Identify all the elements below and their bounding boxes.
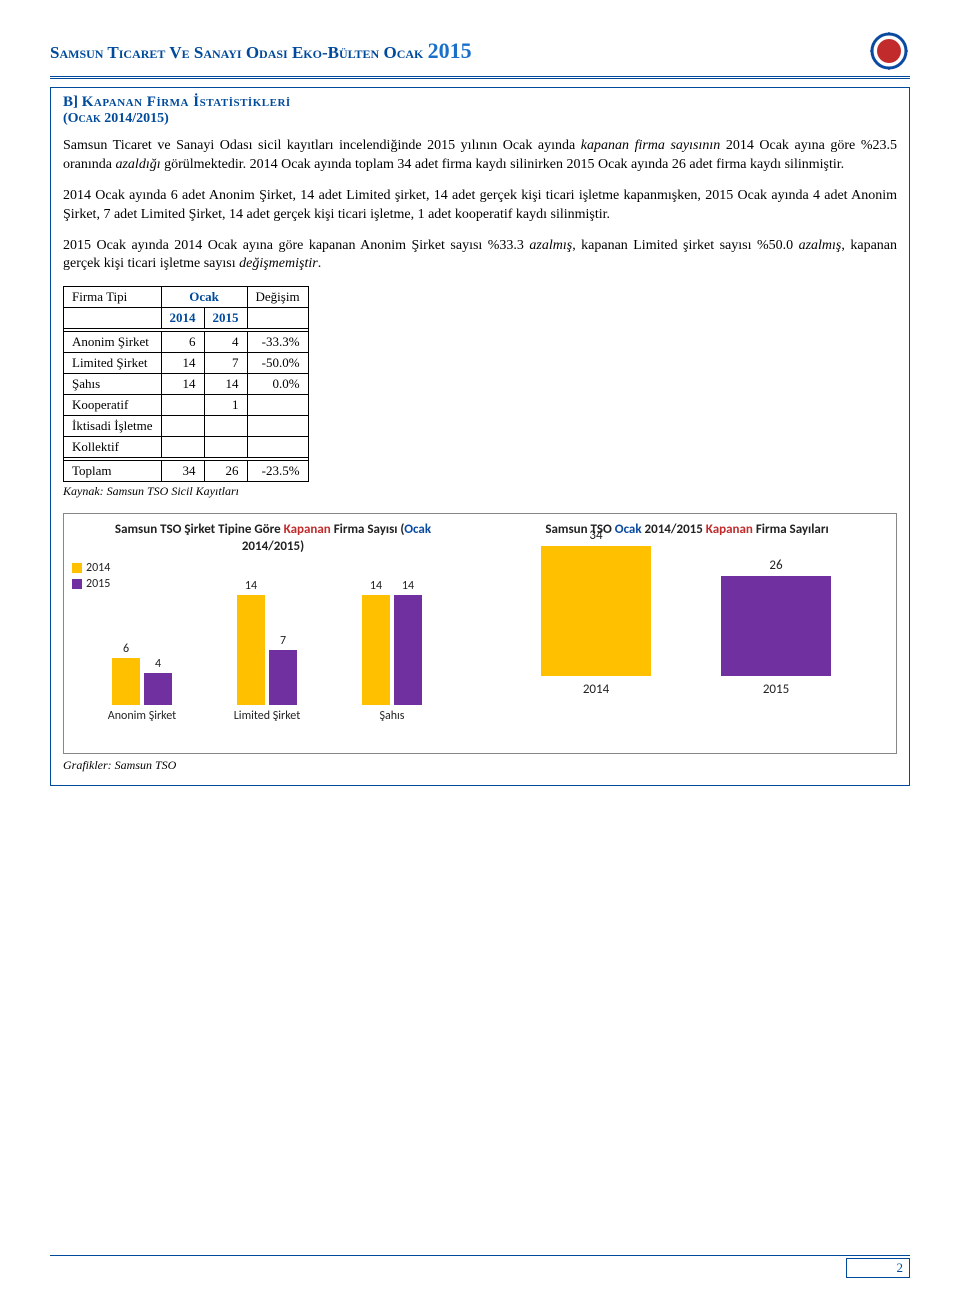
table-source: Kaynak: Samsun TSO Sicil Kayıtları [63, 484, 897, 499]
bar-value-label: 14 [237, 579, 265, 593]
header-title: Samsun Ticaret Ve Sanayi Odası Eko-Bülte… [50, 38, 472, 64]
paragraph-3: 2015 Ocak ayında 2014 Ocak ayına göre ka… [63, 237, 897, 275]
bar-category-label: 2015 [716, 682, 836, 697]
bar-value-label: 14 [394, 579, 422, 593]
bar-group: 64Anonim Şirket [102, 595, 182, 723]
section-heading: B] Kapanan Fi̇rma İstati̇sti̇kleri̇ [63, 94, 897, 111]
bar: 6 [112, 658, 140, 705]
bar-value-label: 7 [269, 634, 297, 648]
chart-grouped-bars: Samsun TSO Şirket Tipine Göre Kapanan Fi… [72, 522, 474, 745]
charts-frame: Samsun TSO Şirket Tipine Göre Kapanan Fi… [63, 513, 897, 754]
table-row: Kollektif [64, 437, 309, 458]
bar: 14 [362, 595, 390, 705]
section-title: Kapanan Fi̇rma İstati̇sti̇kleri̇ [82, 94, 291, 110]
footer-line [50, 1255, 910, 1256]
table-row: Kooperatif1 [64, 395, 309, 416]
bar: 26 [721, 576, 831, 675]
paragraph-2: 2014 Ocak ayında 6 adet Anonim Şirket, 1… [63, 187, 897, 225]
section-prefix: B] [63, 94, 82, 110]
chart-single-bars: Samsun TSO Ocak 2014/2015 Kapanan Firma … [486, 522, 888, 745]
bar: 7 [269, 650, 297, 705]
bar: 14 [237, 595, 265, 705]
bar-category-label: 2014 [536, 682, 656, 697]
bar-value-label: 34 [541, 528, 651, 543]
content-frame: B] Kapanan Fi̇rma İstati̇sti̇kleri̇ (Oca… [50, 87, 910, 786]
legend-swatch-2015 [72, 579, 82, 589]
header-bar: Samsun Ticaret Ve Sanayi Odası Eko-Bülte… [50, 30, 910, 79]
bar-wrap: 34 2014 [536, 546, 656, 697]
bar-value-label: 4 [144, 657, 172, 671]
bar-value-label: 14 [362, 579, 390, 593]
page-number: 2 [846, 1258, 910, 1278]
th-firma: Firma Tipi [64, 287, 162, 308]
bar-wrap: 26 2015 [716, 576, 836, 696]
charts-source: Grafikler: Samsun TSO [63, 758, 897, 773]
bar-category-label: Şahıs [352, 709, 432, 723]
table-row: Limited Şirket147-50.0% [64, 353, 309, 374]
bar-category-label: Limited Şirket [227, 709, 307, 723]
bar: 4 [144, 673, 172, 704]
table-row: Anonim Şirket64-33.3% [64, 332, 309, 353]
bar-group: 1414 Şahıs [352, 595, 432, 723]
th-degisim: Değişim [247, 287, 308, 308]
table-row: İktisadi İşletme [64, 416, 309, 437]
logo-icon [868, 30, 910, 72]
bar-category-label: Anonim Şirket [102, 709, 182, 723]
data-table: Firma Tipi Ocak Değişim 2014 2015 Anonim… [63, 286, 309, 482]
th-2014: 2014 [161, 308, 204, 329]
th-2015: 2015 [204, 308, 247, 329]
paragraph-1: Samsun Ticaret ve Sanayi Odası sicil kay… [63, 137, 897, 175]
table-row: Şahıs14140.0% [64, 374, 309, 395]
bar-value-label: 6 [112, 642, 140, 656]
legend-swatch-2014 [72, 563, 82, 573]
th-ocak: Ocak [161, 287, 247, 308]
chart1-title: Samsun TSO Şirket Tipine Göre Kapanan Fi… [72, 522, 474, 555]
bar: 14 [394, 595, 422, 705]
header-title-text: Samsun Ticaret Ve Sanayi Odası Eko-Bülte… [50, 43, 423, 62]
header-year: 2015 [428, 38, 472, 63]
bar-group: 147Limited Şirket [227, 595, 307, 723]
table-total-row: Toplam 34 26 -23.5% [64, 461, 309, 482]
section-subtitle: (Ocak 2014/2015) [63, 111, 897, 127]
bar-value-label: 26 [721, 558, 831, 573]
bar: 34 [541, 546, 651, 676]
